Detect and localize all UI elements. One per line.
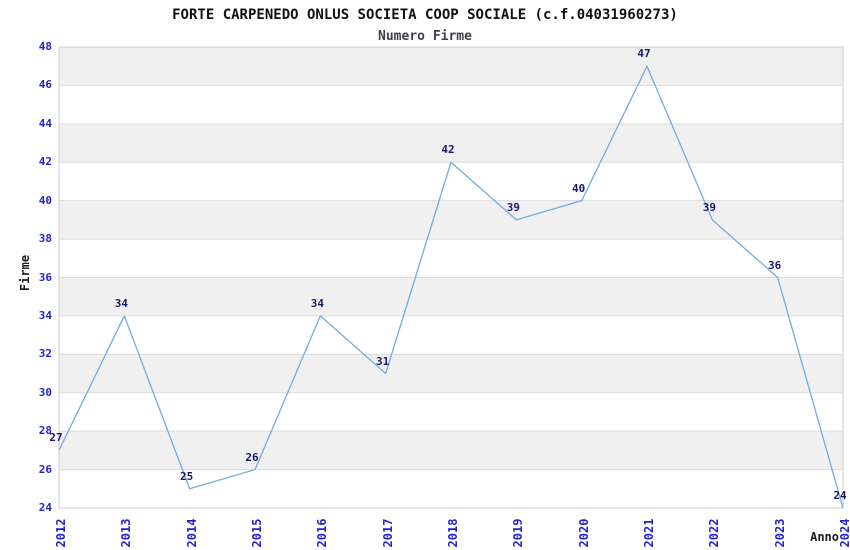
plot-band <box>59 123 843 163</box>
chart-subtitle: Numero Firme <box>378 29 472 44</box>
plot-band <box>59 277 843 316</box>
y-axis-label: Firme <box>18 254 32 292</box>
plot-band <box>59 469 843 508</box>
plot-band <box>59 392 843 432</box>
chart-title: FORTE CARPENEDO ONLUS SOCIETA COOP SOCIA… <box>172 7 678 23</box>
plot-band <box>59 85 843 124</box>
plot-band <box>59 315 843 355</box>
plot-band <box>59 162 843 201</box>
plot-band <box>59 200 843 240</box>
plot-band <box>59 431 843 470</box>
plot-band <box>59 354 843 393</box>
plot-band <box>59 239 843 278</box>
line-series <box>58 65 844 509</box>
plot-border <box>58 46 844 509</box>
plot-band <box>59 47 843 86</box>
x-axis-label: Anno <box>810 530 839 544</box>
